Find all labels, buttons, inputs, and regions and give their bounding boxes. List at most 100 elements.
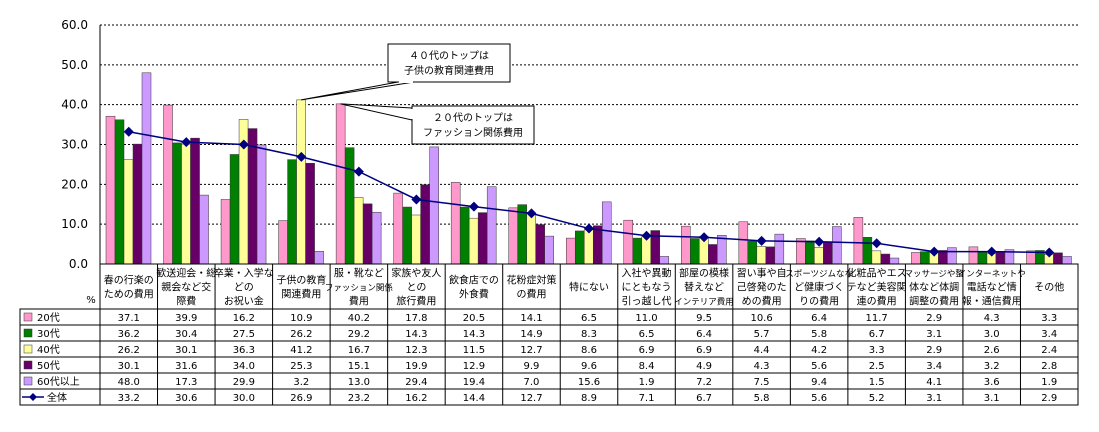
table-value: 15.1 xyxy=(348,361,370,372)
line-point xyxy=(181,137,192,148)
line-point xyxy=(411,194,422,205)
legend-swatch xyxy=(23,328,33,338)
category-label: インテリア費用 xyxy=(674,297,734,308)
line-point xyxy=(526,208,537,219)
bar xyxy=(544,235,554,265)
y-tick-label: 50.0 xyxy=(61,58,88,72)
bar xyxy=(105,115,116,265)
bar xyxy=(296,99,306,265)
table-value: 4.2 xyxy=(811,345,827,356)
table-value: 9.4 xyxy=(811,377,827,388)
bar xyxy=(1053,252,1063,265)
category-label: 連の費用 xyxy=(857,295,897,308)
bar xyxy=(220,199,231,265)
y-tick-label: 20.0 xyxy=(61,177,88,191)
table-value: 8.4 xyxy=(639,361,655,372)
table-value: 5.8 xyxy=(754,393,770,404)
bar xyxy=(708,244,718,265)
table-value: 14.3 xyxy=(463,329,485,340)
category-label: 卒業・入学な xyxy=(214,267,274,280)
category-label: 化粧品やエス xyxy=(847,267,907,280)
table-value: 6.4 xyxy=(811,313,827,324)
bar xyxy=(256,144,267,265)
legend-marker xyxy=(29,393,37,401)
bar xyxy=(535,224,545,265)
category-label: 歓送迎会・総 xyxy=(156,267,216,280)
bar xyxy=(968,246,979,265)
category-label: 関連費用 xyxy=(281,288,321,301)
table-value: 8.6 xyxy=(581,345,597,356)
category-label: 引っ越し代 xyxy=(622,295,672,308)
bar xyxy=(583,229,594,265)
bar xyxy=(765,246,776,265)
bar xyxy=(517,204,527,265)
bar xyxy=(477,212,488,265)
line-point xyxy=(296,151,307,162)
table-value: 2.5 xyxy=(869,361,885,372)
callout-text: 子供の教育関連費用 xyxy=(404,64,494,77)
table-value: 12.3 xyxy=(405,345,427,356)
table-value: 40.2 xyxy=(348,313,370,324)
bar xyxy=(738,221,749,265)
table-value: 1.9 xyxy=(1041,377,1057,388)
line-point xyxy=(986,246,997,257)
bar xyxy=(141,72,152,265)
category-label: 己啓発のた xyxy=(737,281,787,294)
table-value: 4.1 xyxy=(926,377,942,388)
bar xyxy=(229,154,240,265)
bar xyxy=(199,194,209,265)
bar xyxy=(641,236,652,265)
table-value: 3.6 xyxy=(984,377,1000,388)
bar xyxy=(172,142,182,265)
callout-box xyxy=(411,105,535,145)
table-value: 48.0 xyxy=(118,377,140,388)
table-value: 3.4 xyxy=(926,361,942,372)
overall-line xyxy=(123,126,1055,258)
category-label: 電話など情 xyxy=(967,281,1017,294)
bar xyxy=(371,211,382,265)
table-value: 3.1 xyxy=(984,393,1000,404)
bar xyxy=(278,220,288,265)
category-label: 入社や異動 xyxy=(622,267,672,280)
category-label: ための費用 xyxy=(104,288,154,301)
category-label: 部屋の模様 xyxy=(679,267,729,280)
callout-pointer xyxy=(340,103,413,121)
table-value: 4.9 xyxy=(696,361,712,372)
callout-pointer xyxy=(300,81,415,101)
table-value: 6.5 xyxy=(639,329,655,340)
bar xyxy=(592,225,603,265)
bar xyxy=(756,246,767,265)
bar xyxy=(717,235,727,265)
line-point xyxy=(353,166,364,177)
table-value: 6.4 xyxy=(696,329,712,340)
table-value: 15.6 xyxy=(578,377,600,388)
table-value: 30.6 xyxy=(175,393,197,404)
bar xyxy=(565,237,576,265)
table-value: 11.7 xyxy=(866,313,888,324)
table-value: 9.6 xyxy=(581,361,597,372)
category-label: 替えなど xyxy=(684,281,724,294)
table-value: 9.5 xyxy=(696,313,712,324)
table-value: 6.9 xyxy=(696,345,712,356)
bar xyxy=(690,238,700,265)
table-value: 3.3 xyxy=(869,345,885,356)
table-value: 5.7 xyxy=(754,329,770,340)
category-label: テなど美容関 xyxy=(847,281,907,294)
series-name: 60代以上 xyxy=(37,376,80,388)
table-value: 6.5 xyxy=(581,313,597,324)
table-value: 2.9 xyxy=(926,313,942,324)
table-value: 1.9 xyxy=(639,377,655,388)
line-point xyxy=(641,230,652,241)
category-label: 調整の費用 xyxy=(909,295,959,308)
table-value: 14.9 xyxy=(520,329,542,340)
series-name: 40代 xyxy=(37,344,60,356)
table-value: 19.9 xyxy=(405,361,427,372)
table-value: 36.3 xyxy=(233,345,255,356)
bar xyxy=(632,237,643,265)
table-value: 13.0 xyxy=(348,377,370,388)
line-point xyxy=(699,232,710,243)
bar xyxy=(947,247,957,265)
bar xyxy=(814,247,824,265)
